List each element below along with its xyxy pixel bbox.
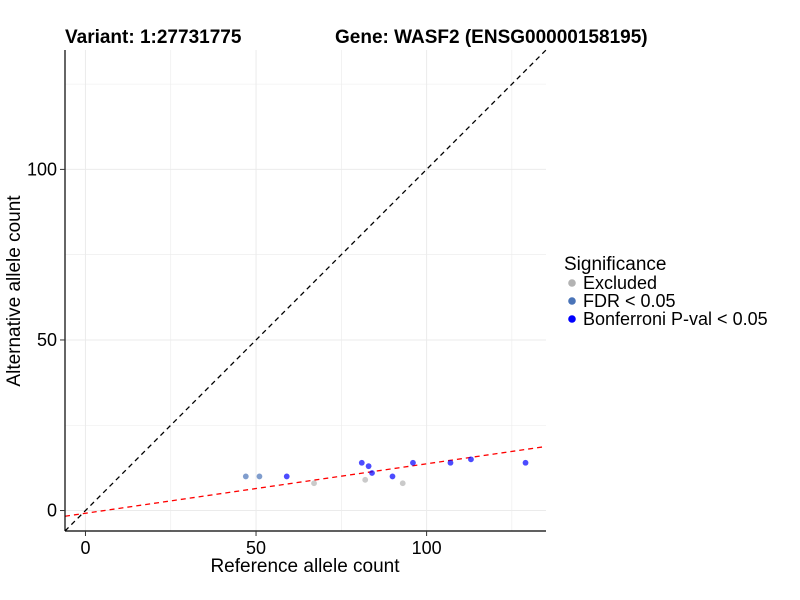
data-points	[242, 456, 529, 487]
reference-lines	[64, 49, 547, 532]
y-tick-label: 0	[47, 501, 57, 521]
chart-title-variant: Variant: 1:27731775	[65, 27, 242, 48]
legend-label-bonf: Bonferroni P-val < 0.05	[583, 309, 768, 329]
x-tick-label: 100	[412, 538, 442, 558]
data-point-bonf	[283, 473, 290, 480]
data-point-bonf	[389, 473, 396, 480]
data-point-bonf	[369, 470, 375, 476]
fit-line	[64, 445, 547, 517]
data-point-bonf	[447, 459, 454, 466]
chart-title-gene: Gene: WASF2 (ENSG00000158195)	[335, 27, 648, 48]
data-point-fdr	[242, 473, 249, 480]
y-tick-label: 100	[27, 159, 57, 179]
data-point-bonf	[522, 459, 529, 466]
axis-ticks: 0 50 100 0 50 100	[27, 159, 442, 558]
data-point-bonf	[468, 456, 474, 463]
y-tick-label: 50	[37, 330, 57, 350]
legend-swatch-bonf	[568, 315, 576, 323]
x-tick-label: 0	[80, 538, 90, 558]
legend-title: Significance	[564, 254, 666, 275]
data-point-excluded	[399, 480, 406, 487]
data-point-fdr	[256, 473, 263, 480]
grid	[65, 50, 546, 531]
x-axis-title: Reference allele count	[210, 556, 400, 577]
data-point-bonf	[358, 459, 365, 466]
data-point-excluded	[362, 476, 369, 483]
legend-swatch-excluded	[568, 279, 576, 287]
data-point-excluded	[311, 480, 317, 487]
identity-line	[64, 49, 547, 532]
legend-label-excluded: Excluded	[583, 273, 657, 293]
legend-swatch-fdr	[568, 297, 576, 305]
y-axis-title: Alternative allele count	[4, 195, 25, 387]
data-point-bonf	[410, 459, 416, 466]
legend-label-fdr: FDR < 0.05	[583, 291, 676, 311]
x-tick-label: 50	[246, 538, 266, 558]
data-point-bonf	[365, 463, 372, 470]
